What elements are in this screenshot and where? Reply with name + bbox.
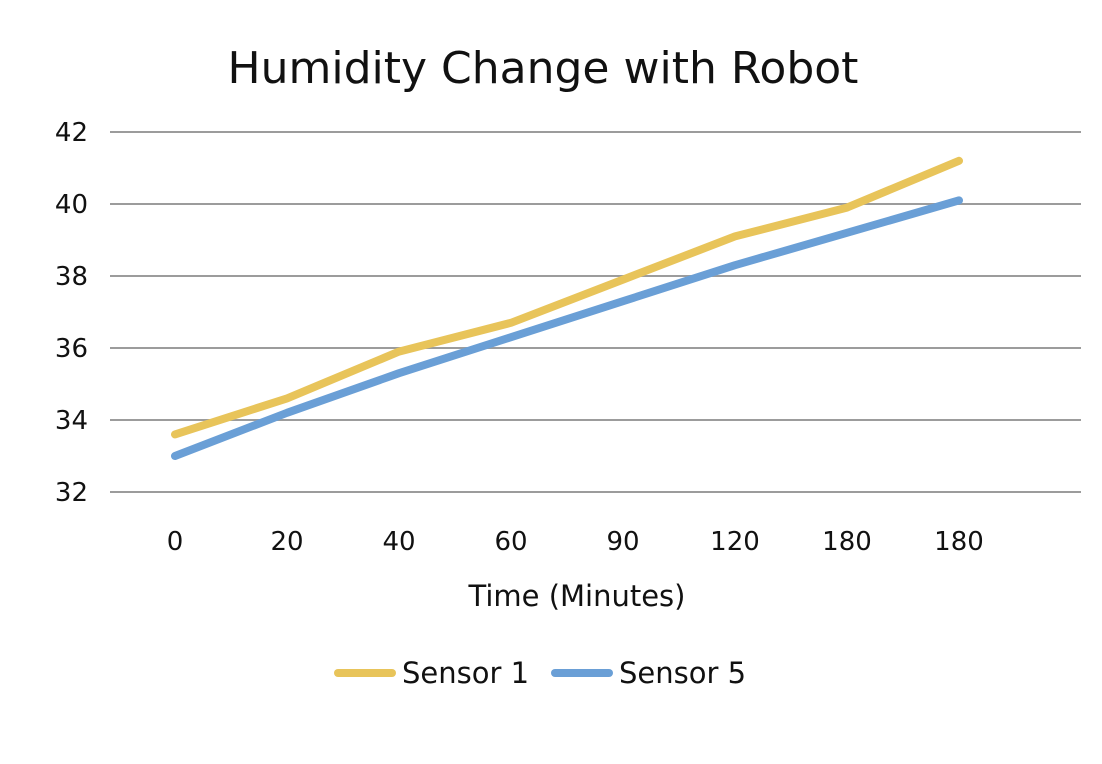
x-tick-label: 180	[822, 527, 872, 557]
x-tick-label: 120	[710, 527, 760, 557]
chart-title: Humidity Change with Robot	[228, 43, 859, 94]
series-line-sensor-5	[171, 196, 963, 460]
x-tick-label: 90	[606, 527, 639, 557]
y-tick-label: 42	[55, 118, 88, 148]
x-tick-label: 40	[382, 527, 415, 557]
y-tick-label: 32	[55, 478, 88, 508]
legend-label-sensor-5: Sensor 5	[619, 656, 746, 690]
y-tick-label: 36	[55, 334, 88, 364]
x-tick-label: 0	[167, 527, 184, 557]
legend-item-sensor-5: Sensor 5	[551, 656, 746, 690]
y-axis-ticks: 32 34 36 38 40 42	[55, 118, 88, 508]
series-line-sensor-1	[171, 156, 963, 439]
legend-label-sensor-1: Sensor 1	[402, 656, 529, 690]
legend-item-sensor-1: Sensor 1	[334, 656, 529, 690]
legend: Sensor 1 Sensor 5	[334, 656, 746, 690]
x-tick-label: 180	[934, 527, 984, 557]
x-tick-label: 60	[494, 527, 527, 557]
y-tick-label: 34	[55, 406, 88, 436]
x-tick-label: 20	[270, 527, 303, 557]
y-tick-label: 38	[55, 262, 88, 292]
x-axis-ticks: 0 20 40 60 90 120 180 180	[167, 527, 984, 557]
series-lines	[171, 156, 963, 460]
x-axis-label: Time (Minutes)	[468, 579, 686, 613]
y-tick-label: 40	[55, 190, 88, 220]
